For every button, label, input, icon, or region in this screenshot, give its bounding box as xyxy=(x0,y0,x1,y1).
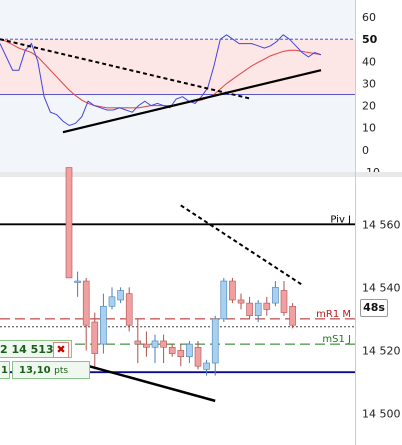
oscillator-tick-label: 50 xyxy=(362,33,378,46)
candle-body xyxy=(177,350,185,358)
candle-body xyxy=(194,346,202,367)
price-tick-label: 14 500 xyxy=(362,407,401,420)
price-panel: 14 560 14 540 14 520 14 500 Piv J mR1 M mS1 J xyxy=(0,167,401,445)
price-y-axis: 14 560 14 540 14 520 14 500 xyxy=(362,218,401,420)
price-resistance-trendline xyxy=(180,204,302,286)
candlesticks xyxy=(65,167,296,376)
candle-body xyxy=(263,302,271,310)
oscillator-resistance-trendline xyxy=(0,38,252,100)
candle-body xyxy=(272,287,279,304)
candle-body xyxy=(237,299,245,304)
candle-body xyxy=(134,340,142,345)
price-level-label: Piv J xyxy=(330,214,351,225)
close-position-icon[interactable]: ✖ xyxy=(53,342,69,358)
oscillator-tick-label: 20 xyxy=(362,100,376,113)
panel-separator xyxy=(0,172,402,177)
oscillator-tick-label: 10 xyxy=(362,122,376,135)
candle-body xyxy=(211,318,219,364)
candle-body xyxy=(143,343,150,348)
position-pnl-unit: pts xyxy=(54,366,69,376)
oscillator-zone xyxy=(0,39,355,95)
candle-body xyxy=(82,280,90,326)
price-level-label: mS1 J xyxy=(322,334,351,345)
price-support-trendline xyxy=(77,361,216,403)
candle-body xyxy=(229,280,236,301)
candle-body xyxy=(203,362,210,370)
candle-body xyxy=(280,290,288,313)
oscillator-tick-label: 60 xyxy=(362,11,376,24)
candle-body xyxy=(100,305,107,345)
oscillator-support-trendline xyxy=(62,69,322,134)
candle-body xyxy=(125,293,133,326)
position-pnl: 13,10 pts xyxy=(12,361,90,379)
price-background xyxy=(0,177,355,445)
price-tick-label: 14 540 xyxy=(362,281,401,294)
candle-body xyxy=(91,321,99,354)
candle-body xyxy=(246,302,253,317)
oscillator-signal-line xyxy=(0,38,322,109)
candle-body xyxy=(220,280,228,320)
price-tick-label: 14 520 xyxy=(362,344,401,357)
position-price-box[interactable]: 2 14 513,1 ✖ xyxy=(0,340,72,358)
candle-body xyxy=(160,340,167,348)
candle-body xyxy=(117,290,124,301)
oscillator-tick-label: 0 xyxy=(362,144,369,157)
candle-body xyxy=(108,296,116,307)
level-labels: Piv J mR1 M mS1 J xyxy=(316,214,351,345)
oscillator-tick-label: 30 xyxy=(362,77,376,90)
candle-body xyxy=(254,302,262,317)
candle-timer: 48s xyxy=(360,299,388,317)
oscillator-tick-label: 40 xyxy=(362,55,376,68)
candle-body xyxy=(289,305,296,326)
candle-body xyxy=(186,343,193,358)
price-level-label: mR1 M xyxy=(316,309,351,320)
position-price: 2 14 513,1 xyxy=(0,343,66,356)
position-pnl-value: 13,10 xyxy=(19,365,51,376)
candle-body xyxy=(74,280,81,283)
oscillator-line xyxy=(0,34,322,127)
position-quantity: 1 xyxy=(0,361,10,379)
candle-body xyxy=(151,340,159,348)
candle-body xyxy=(65,167,73,279)
candle-body xyxy=(168,346,176,354)
price-tick-label: 14 560 xyxy=(362,218,401,231)
